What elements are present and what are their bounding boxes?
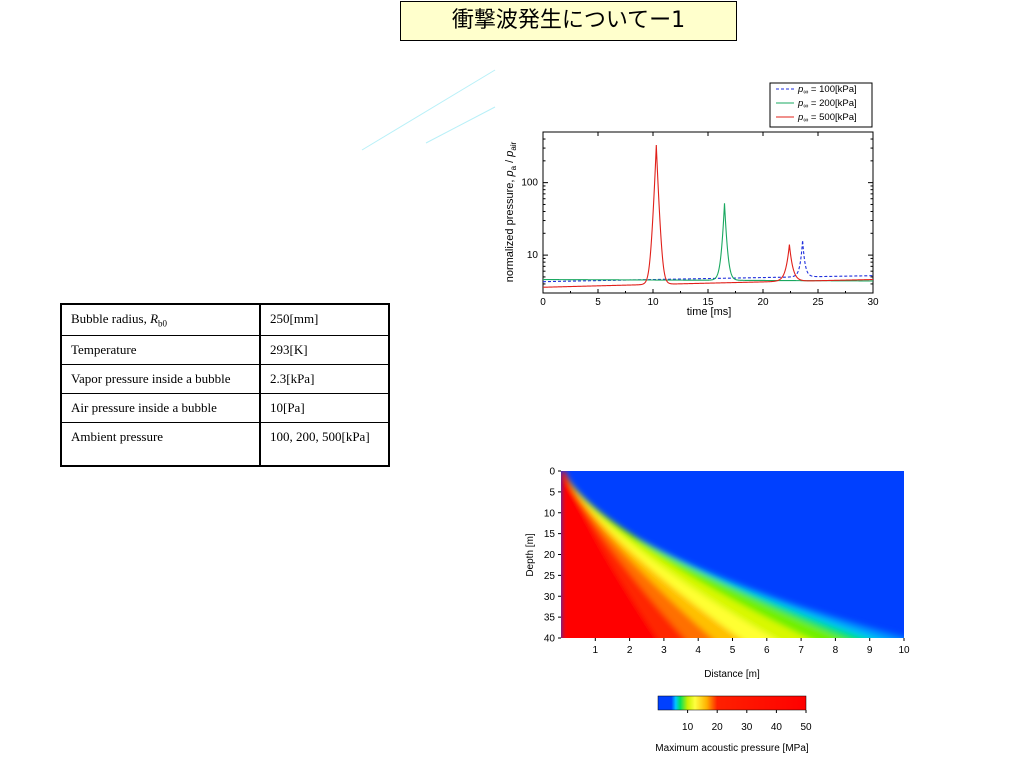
x-tick-label: 7 <box>798 645 804 656</box>
y-tick-label: 35 <box>544 613 556 624</box>
table-row: Vapor pressure inside a bubble 2.3[kPa] <box>60 363 390 394</box>
y-tick-label: 10 <box>527 250 539 261</box>
x-tick-label: 8 <box>833 645 839 656</box>
param-value: 250[mm] <box>259 303 390 336</box>
decorative-lines <box>361 69 496 151</box>
y-tick-label: 10 <box>544 508 556 519</box>
legend-entry: p∞ = 100[kPa] <box>797 84 857 96</box>
x-tick-label: 3 <box>661 645 667 656</box>
x-tick-label: 4 <box>695 645 701 656</box>
param-value: 2.3[kPa] <box>259 363 390 394</box>
table-row: Bubble radius, Rb0 250[mm] <box>60 303 390 336</box>
x-tick-label: 10 <box>647 297 659 308</box>
y-tick-label: 5 <box>549 487 555 498</box>
colorbar-label: Maximum acoustic pressure [MPa] <box>655 743 809 754</box>
param-value: 100, 200, 500[kPa] <box>259 421 390 467</box>
plot-frame <box>542 131 874 294</box>
pressure-time-chart: 0 5 10 15 20 25 30 10 100 time [ms] normalized p… <box>504 82 879 318</box>
x-axis-label: Distance [m] <box>704 669 760 680</box>
colorbar-gradient <box>657 695 807 711</box>
plot-area <box>542 131 874 294</box>
param-value: 293[K] <box>259 334 390 365</box>
param-value: 10[Pa] <box>259 392 390 423</box>
x-axis-label: time [ms] <box>687 306 732 318</box>
y-axis-label: normalized pressure, pa / pair <box>504 141 518 282</box>
series-line <box>543 203 873 282</box>
x-tick-label: 5 <box>595 297 601 308</box>
x-tick-label: 0 <box>540 297 546 308</box>
colorbar-tick-label: 40 <box>771 722 783 733</box>
y-tick-label: 40 <box>544 634 556 645</box>
param-label: Vapor pressure inside a bubble <box>60 363 261 394</box>
colorbar-tick-label: 10 <box>682 722 694 733</box>
table-row: Temperature 293[K] <box>60 334 390 365</box>
y-tick-label: 15 <box>544 529 556 540</box>
x-tick-label: 30 <box>867 297 879 308</box>
pressure-heatmap-chart: 1 2 3 4 5 6 7 8 9 10 0 5 10 15 20 25 30 35 40 Distance [m]… <box>525 467 910 681</box>
param-label: Ambient pressure <box>60 421 261 467</box>
y-tick-label: 25 <box>544 571 556 582</box>
heatmap-band <box>561 471 658 638</box>
heatmap-field <box>561 471 904 638</box>
colorbar-tick-label: 30 <box>741 722 753 733</box>
y-tick-label: 30 <box>544 592 556 603</box>
x-tick-label: 2 <box>627 645 633 656</box>
legend-entry: p∞ = 500[kPa] <box>797 112 857 124</box>
x-tick-label: 10 <box>898 645 910 656</box>
y-tick-label: 0 <box>549 467 555 478</box>
x-tick-label: 15 <box>702 297 714 308</box>
series-line <box>543 145 873 288</box>
table-row: Air pressure inside a bubble 10[Pa] <box>60 392 390 423</box>
x-tick-label: 6 <box>764 645 770 656</box>
param-label: Bubble radius, Rb0 <box>60 303 261 336</box>
colorbar-ticks: 10 20 30 40 50 <box>682 710 812 733</box>
x-tick-label: 5 <box>730 645 736 656</box>
slide-title: 衝撃波発生についてー1 <box>400 1 737 41</box>
x-tick-label: 20 <box>757 297 769 308</box>
colorbar: 10 20 30 40 50 Maximum acoustic pressure [MP… <box>655 695 812 754</box>
param-label: Temperature <box>60 334 261 365</box>
table-row: Ambient pressure 100, 200, 500[kPa] <box>60 421 390 467</box>
parameter-table: Bubble radius, Rb0 250[mm] Temperature 2… <box>60 303 390 468</box>
axis-ticks: 0 5 10 15 20 25 30 10 100 <box>521 131 879 308</box>
legend-entry: p∞ = 200[kPa] <box>797 98 857 110</box>
axis-ticks: 1 2 3 4 5 6 7 8 9 10 0 5 10 15 20 25 30 35 40 <box>544 467 910 657</box>
y-tick-label: 20 <box>544 550 556 561</box>
chart-legend: p∞ = 100[kPa] p∞ = 200[kPa] p∞ = 500[kPa] <box>769 82 873 128</box>
x-tick-label: 9 <box>867 645 873 656</box>
y-tick-label: 100 <box>521 178 538 189</box>
x-tick-label: 1 <box>593 645 599 656</box>
series-line <box>543 240 873 283</box>
param-label: Air pressure inside a bubble <box>60 392 261 423</box>
y-axis-label: Depth [m] <box>525 533 536 577</box>
colorbar-tick-label: 20 <box>712 722 724 733</box>
colorbar-tick-label: 50 <box>800 722 812 733</box>
x-tick-label: 25 <box>812 297 824 308</box>
series-lines <box>543 145 873 288</box>
